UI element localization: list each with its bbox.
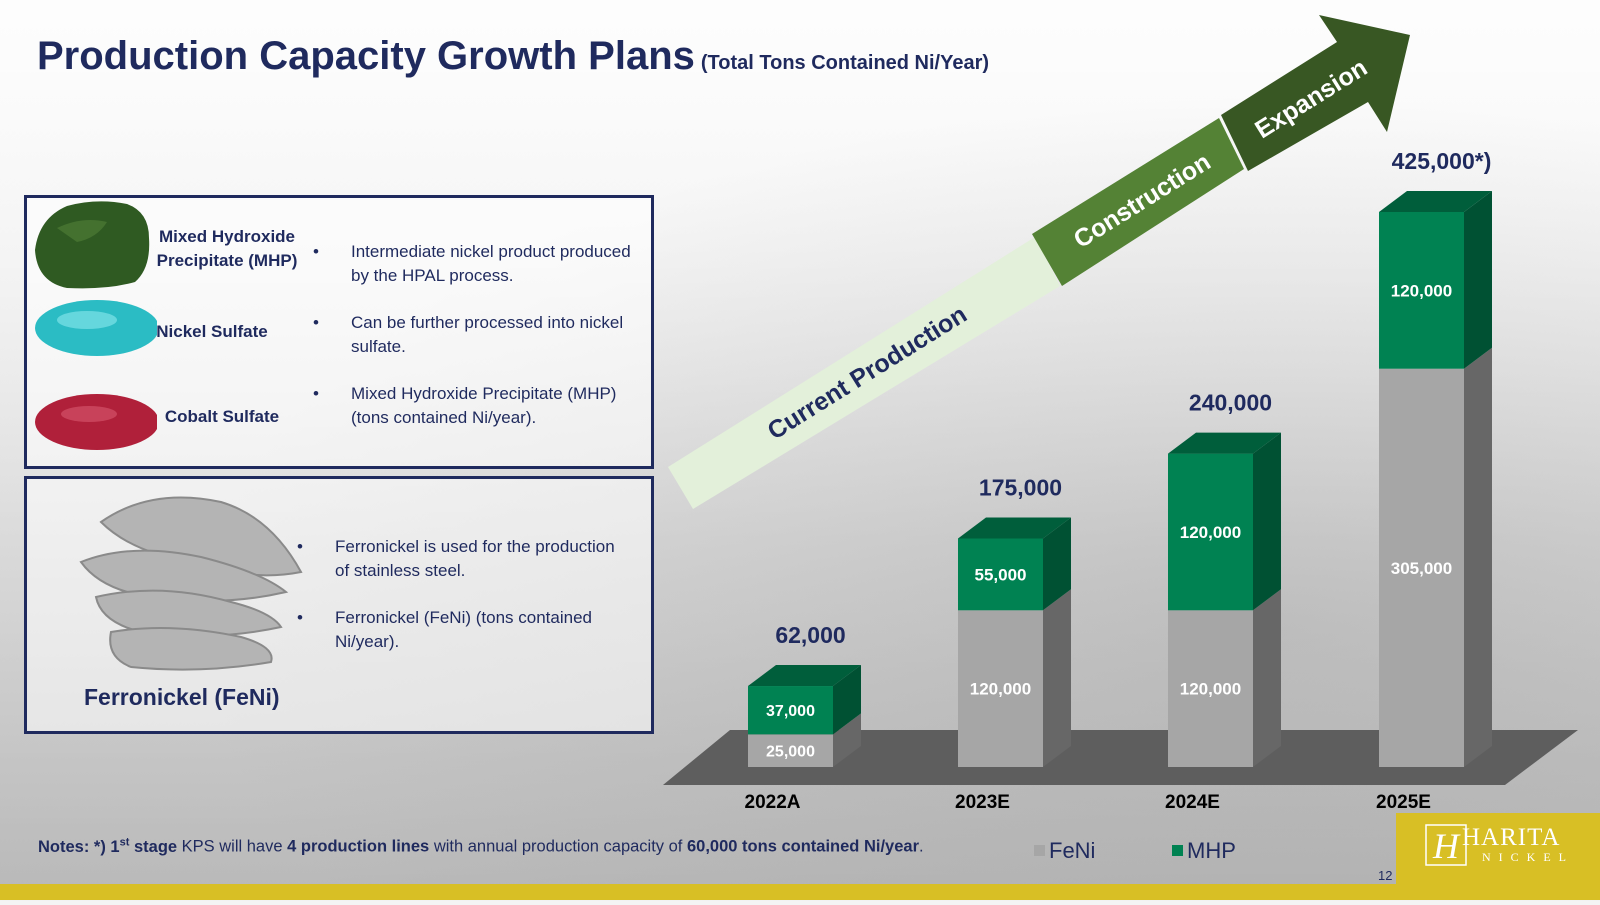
data-label-mhp-2022A: 37,000: [766, 703, 815, 720]
bar-feni-2024E: [1168, 610, 1253, 767]
logo-sub: NICKEL: [1482, 850, 1574, 864]
mhp-label: Mixed Hydroxide Precipitate (MHP): [156, 227, 298, 270]
data-label-mhp-2024E: 120,000: [1180, 523, 1241, 542]
nickel-sulfate-label: Nickel Sulfate: [156, 322, 268, 341]
notes-end: .: [919, 837, 924, 856]
data-label-feni-2022A: 25,000: [766, 744, 815, 761]
bar-feni-2025E: [1379, 368, 1464, 767]
bar-side-mhp-2022A: [833, 665, 861, 735]
feni-label: Ferronickel (FeNi): [84, 684, 280, 710]
notes-prefix: Notes: *) 1: [38, 837, 120, 856]
legend-swatch-mhp: [1172, 845, 1183, 856]
stage-band-construction: [1032, 118, 1244, 286]
notes-sup: st: [119, 836, 130, 848]
mhp-bullet-list: Intermediate nickel product produced by …: [313, 240, 643, 453]
bar-side-feni-2025E: [1464, 347, 1492, 767]
total-label-2022A: 62,000: [775, 622, 845, 648]
data-label-mhp-2025E: 120,000: [1391, 281, 1452, 300]
mhp-products-box: Mixed Hydroxide Precipitate (MHP) Nickel…: [24, 195, 654, 469]
stage-label-current: Current Production: [763, 300, 972, 445]
page-number: 12: [1378, 868, 1393, 883]
bullet-item: Ferronickel is used for the production o…: [297, 535, 627, 583]
legend-label-mhp: MHP: [1187, 838, 1236, 863]
bullet-item: Ferronickel (FeNi) (tons contained Ni/ye…: [297, 606, 627, 654]
stage-arrow-expansion: [1221, 15, 1410, 171]
logo-letter: H: [1432, 826, 1461, 866]
bar-top-2025E: [1379, 191, 1492, 212]
data-label-feni-2025E: 305,000: [1391, 559, 1452, 578]
logo-frame: [1425, 824, 1467, 866]
bar-mhp-2022A: [748, 686, 833, 735]
legend-swatch-feni: [1034, 845, 1045, 856]
bar-top-2022A: [748, 665, 861, 687]
legend-item-mhp: MHP: [1172, 838, 1236, 864]
nickel-sulfate-shine: [57, 311, 117, 329]
bar-side-feni-2023E: [1043, 589, 1071, 767]
bullet-item: Intermediate nickel product produced by …: [313, 240, 643, 288]
feni-bullet-list: Ferronickel is used for the production o…: [297, 535, 627, 677]
mhp-rock-highlight: [57, 220, 107, 242]
mhp-rock-image: [35, 201, 150, 289]
notes-capacity: 60,000 tons contained Ni/year: [686, 837, 919, 856]
notes-text: Notes: *) 1st stage KPS will have 4 prod…: [38, 836, 924, 857]
bullet-item: Mixed Hydroxide Precipitate (MHP) (tons …: [313, 382, 643, 430]
notes-p2: KPS will have: [177, 837, 288, 856]
company-logo: H HARITA NICKEL: [1396, 813, 1600, 900]
cobalt-sulfate-image: [35, 394, 157, 450]
page-title: Production Capacity Growth Plans (Total T…: [37, 34, 989, 79]
data-label-feni-2024E: 120,000: [1180, 680, 1241, 699]
bar-side-feni-2022A: [833, 713, 861, 767]
notes-lines: 4 production lines: [287, 837, 430, 856]
logo-name: HARITA: [1462, 824, 1560, 851]
bar-side-feni-2024E: [1253, 589, 1281, 767]
cobalt-sulfate-label: Cobalt Sulfate: [164, 407, 280, 426]
bullet-item: Can be further processed into nickel sul…: [313, 311, 643, 359]
footer-bar: [0, 884, 1600, 900]
title-sub: (Total Tons Contained Ni/Year): [700, 52, 990, 74]
product-images: [35, 201, 157, 450]
notes-stage: stage: [129, 837, 178, 856]
bar-mhp-2024E: [1168, 453, 1253, 611]
x-tick-2025E: 2025E: [1376, 792, 1431, 813]
feni-image: [79, 496, 303, 671]
data-label-feni-2023E: 120,000: [970, 680, 1031, 699]
x-tick-2024E: 2024E: [1165, 792, 1220, 813]
total-label-2024E: 240,000: [1189, 390, 1272, 416]
bar-feni-2023E: [958, 610, 1043, 767]
total-label-2023E: 175,000: [979, 474, 1062, 500]
bar-feni-2022A: [748, 734, 833, 767]
bar-side-mhp-2024E: [1253, 432, 1281, 611]
chart-floor: [663, 730, 1578, 785]
title-main: Production Capacity Growth Plans: [37, 34, 695, 78]
bar-top-2024E: [1168, 432, 1281, 454]
bar-side-mhp-2025E: [1464, 191, 1492, 369]
cobalt-sulfate-shine: [61, 406, 117, 422]
stage-band-current: [668, 237, 1060, 509]
bar-top-2023E: [958, 517, 1071, 539]
legend-item-feni: FeNi: [1034, 838, 1095, 864]
notes-p4: with annual production capacity of: [429, 837, 687, 856]
x-tick-2022A: 2022A: [745, 792, 801, 813]
data-label-mhp-2023E: 55,000: [975, 565, 1027, 584]
total-label-2025E: 425,000*): [1392, 148, 1492, 174]
bar-side-mhp-2023E: [1043, 517, 1071, 611]
feni-box: Ferronickel is used for the production o…: [24, 476, 654, 734]
bar-mhp-2025E: [1379, 212, 1464, 369]
x-tick-2023E: 2023E: [955, 792, 1010, 813]
legend-label-feni: FeNi: [1049, 838, 1096, 863]
bar-mhp-2023E: [958, 538, 1043, 611]
logo-graphic: H HARITA NICKEL: [1425, 824, 1574, 866]
